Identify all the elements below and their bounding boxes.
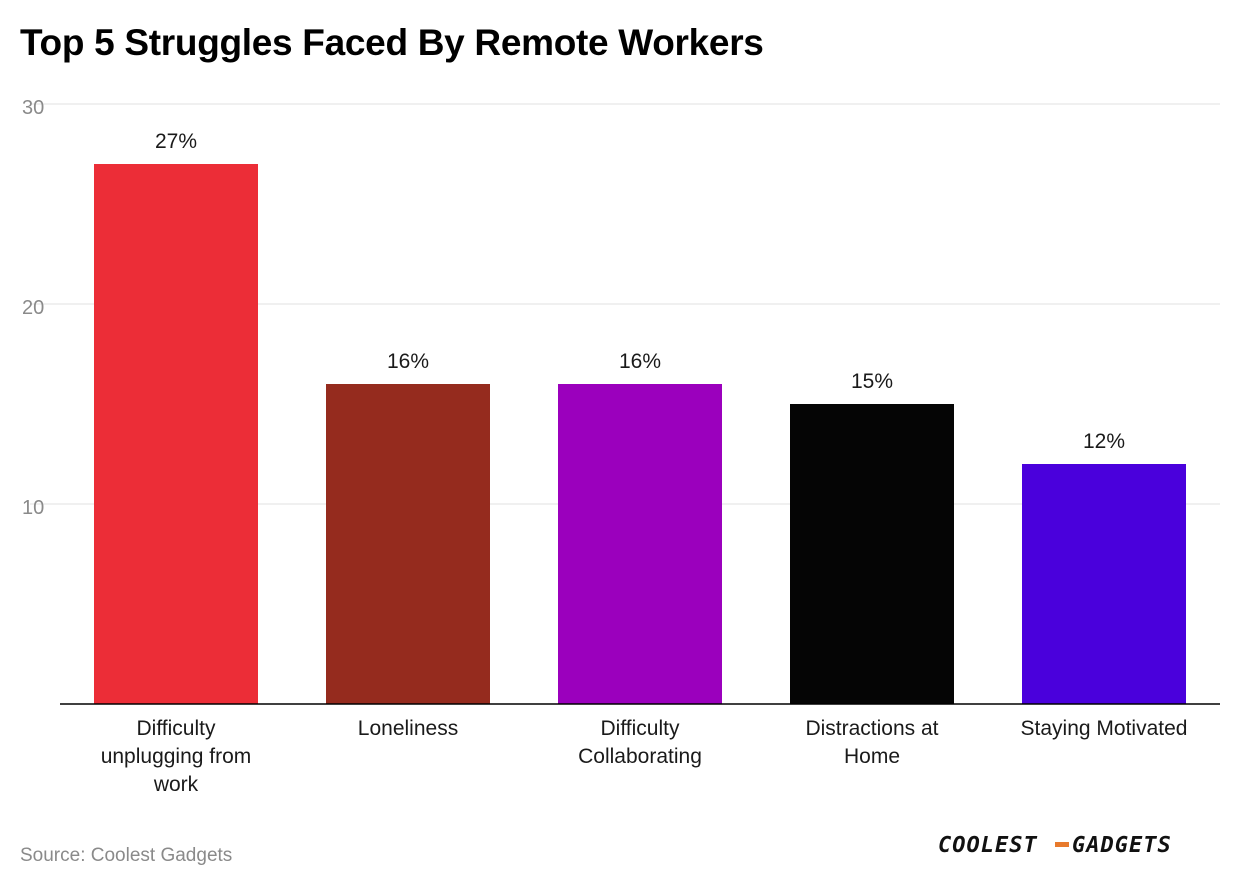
- bar: [1022, 464, 1186, 704]
- value-labels: 27% 16% 16% 15% 12%: [155, 130, 1125, 453]
- value-label: 15%: [851, 370, 893, 393]
- x-tick-label: Staying Motivated: [1021, 717, 1188, 740]
- value-label: 16%: [387, 350, 429, 373]
- x-tick-label-line: Difficulty: [601, 717, 680, 740]
- bar-chart: 10 20 30 27% 16% 16% 15% 12% Difficulty unplugg…: [22, 97, 1220, 796]
- x-tick-label-line: Loneliness: [358, 717, 458, 740]
- coolest-gadgets-logo: COOLEST GADGETS: [938, 833, 1172, 858]
- y-axis-ticks: 10 20 30: [22, 97, 44, 519]
- bar: [790, 404, 954, 704]
- logo-text-left: COOLEST: [938, 833, 1038, 858]
- bar: [94, 164, 258, 704]
- logo-dash: [1055, 842, 1069, 847]
- x-tick-label-line: Difficulty: [137, 717, 216, 740]
- x-tick-label-line: Staying Motivated: [1021, 717, 1188, 740]
- x-tick-label: Loneliness: [358, 717, 458, 740]
- x-tick-label: Distractions at Home: [805, 717, 938, 768]
- x-axis-labels: Difficulty unplugging from work Loneliness D…: [101, 717, 1188, 796]
- bar: [326, 384, 490, 704]
- value-label: 16%: [619, 350, 661, 373]
- x-tick-label: Difficulty Collaborating: [578, 717, 702, 768]
- x-tick-label-line: work: [153, 773, 199, 796]
- chart-title: Top 5 Struggles Faced By Remote Workers: [20, 22, 764, 63]
- source-note: Source: Coolest Gadgets: [20, 845, 233, 866]
- x-tick-label-line: Distractions at: [805, 717, 938, 740]
- y-tick-label: 20: [22, 297, 44, 319]
- y-tick-label: 30: [22, 97, 44, 119]
- value-label: 12%: [1083, 430, 1125, 453]
- logo-text-right: GADGETS: [1072, 833, 1172, 858]
- x-tick-label-line: Collaborating: [578, 745, 702, 768]
- bars: [94, 164, 1186, 704]
- x-tick-label-line: unplugging from: [101, 745, 252, 768]
- x-tick-label: Difficulty unplugging from work: [101, 717, 252, 796]
- value-label: 27%: [155, 130, 197, 153]
- y-tick-label: 10: [22, 497, 44, 519]
- bar: [558, 384, 722, 704]
- x-tick-label-line: Home: [844, 745, 900, 768]
